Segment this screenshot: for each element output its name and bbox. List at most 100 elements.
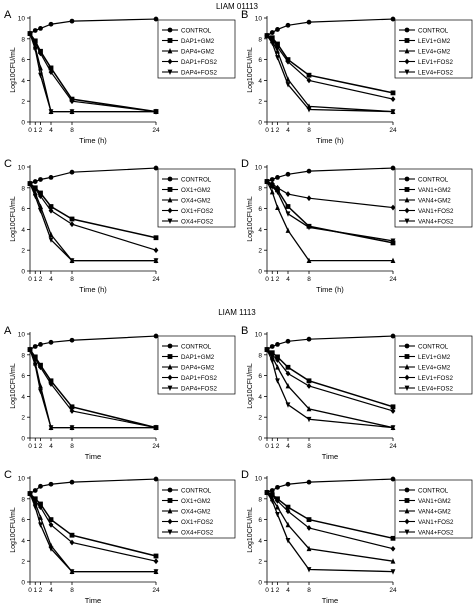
legend-label: OX1+FOS2 xyxy=(181,519,214,526)
data-point xyxy=(27,491,33,497)
data-point xyxy=(275,364,280,370)
series-line xyxy=(266,491,394,540)
x-tick-label: 2 xyxy=(39,587,43,594)
y-axis-label: Log10CFU/mL xyxy=(10,507,17,553)
chart-panel-bottom-d: D 0 2 4 6 8 10 0 1 2 4 8 24 Time Log10CFU/mL CONTROL VAN… xyxy=(237,466,474,616)
series-line xyxy=(29,33,157,113)
data-point xyxy=(32,193,38,200)
x-tick-label: 2 xyxy=(39,276,43,283)
y-tick-label: 6 xyxy=(21,373,25,380)
x-tick-label: 24 xyxy=(389,443,397,450)
y-axis-label: Log10CFU/mL xyxy=(247,196,254,242)
data-point xyxy=(264,347,270,353)
x-tick-label: 1 xyxy=(33,276,37,283)
series-line xyxy=(266,349,394,429)
data-point xyxy=(38,388,43,395)
data-point xyxy=(69,569,75,575)
data-point xyxy=(390,257,396,263)
legend-marker xyxy=(167,48,173,54)
x-tick-label: 4 xyxy=(49,443,53,450)
series-line xyxy=(266,181,393,262)
legend-label: VAN1+GM2 xyxy=(418,187,451,194)
series-line xyxy=(266,349,394,412)
data-point xyxy=(306,72,312,78)
y-tick-label: 0 xyxy=(21,269,25,276)
series-line xyxy=(29,349,156,429)
data-point xyxy=(390,404,396,410)
x-tick-label: 4 xyxy=(286,587,290,594)
series-line xyxy=(29,349,157,429)
data-point xyxy=(69,539,75,546)
data-point xyxy=(38,522,43,528)
data-point xyxy=(48,21,54,27)
y-tick-label: 2 xyxy=(21,415,25,422)
series-dap1-fos2 xyxy=(27,346,159,431)
y-tick-label: 0 xyxy=(258,436,262,443)
data-point xyxy=(153,16,159,22)
x-tick-label: 0 xyxy=(28,443,32,450)
data-point xyxy=(306,545,312,552)
data-point xyxy=(48,65,54,71)
x-tick-label: 4 xyxy=(49,127,53,134)
data-point xyxy=(153,425,159,431)
legend-marker xyxy=(167,176,173,182)
legend-marker xyxy=(404,27,410,33)
data-point xyxy=(275,175,280,180)
y-tick-label: 2 xyxy=(258,99,262,106)
legend-marker xyxy=(167,58,173,65)
x-tick-label: 24 xyxy=(152,443,160,450)
legend-label: CONTROL xyxy=(181,27,212,34)
data-point xyxy=(285,508,291,515)
legend-marker xyxy=(167,364,173,370)
x-tick-label: 0 xyxy=(28,587,32,594)
data-point xyxy=(38,342,43,347)
chart-panel-bottom-b: B 0 2 4 6 8 10 0 1 2 4 8 24 Time Log10CFU/mL CONTROL LEV… xyxy=(237,322,474,472)
data-point xyxy=(285,504,291,510)
x-tick-label: 0 xyxy=(265,127,269,134)
legend-marker xyxy=(167,498,173,503)
legend: CONTROL DAP1+GM2 DAP4+GM2 DAP1+FOS2 DAP4+FOS… xyxy=(157,19,236,79)
legend-marker xyxy=(404,518,410,525)
y-tick-label: 10 xyxy=(255,476,263,483)
legend-label: CONTROL xyxy=(418,176,449,183)
legend-label: VAN1+FOS2 xyxy=(418,208,454,215)
series-control xyxy=(27,333,159,352)
data-point xyxy=(390,90,396,96)
series-line xyxy=(266,335,394,351)
legend-marker xyxy=(167,218,173,224)
panel-label: C xyxy=(4,469,12,481)
x-axis-label: Time xyxy=(322,452,338,461)
series-van4-fos2 xyxy=(264,490,396,575)
data-point xyxy=(38,501,43,507)
legend-label: OX1+GM2 xyxy=(181,498,211,505)
series-dap4-fos2 xyxy=(27,347,159,431)
data-point xyxy=(153,569,159,575)
data-point xyxy=(153,235,159,241)
data-point xyxy=(306,224,312,231)
data-point xyxy=(48,481,54,487)
data-point xyxy=(27,181,33,187)
y-tick-label: 0 xyxy=(258,580,262,587)
series-line xyxy=(29,183,157,251)
series-line xyxy=(29,349,156,429)
legend: CONTROL LEV1+GM2 LEV4+GM2 LEV1+FOS2 LEV4+FOS… xyxy=(394,335,473,395)
y-tick-label: 4 xyxy=(258,538,262,545)
panel-label: D xyxy=(241,158,249,170)
legend-label: DAP1+GM2 xyxy=(181,38,215,45)
data-point xyxy=(264,33,270,39)
legend-marker xyxy=(404,197,410,203)
series-van4-fos2 xyxy=(264,179,396,244)
y-tick-label: 8 xyxy=(21,352,25,359)
series-lev4-fos2 xyxy=(264,347,396,431)
legend-label: LEV4+FOS2 xyxy=(418,69,453,76)
data-point xyxy=(390,408,396,414)
data-point xyxy=(32,362,38,369)
data-point xyxy=(285,211,291,217)
chart-panel-bottom-c: C 0 2 4 6 8 10 0 1 2 4 8 24 Time Log10CFU/mL CONTROL OX1… xyxy=(0,466,237,616)
data-point xyxy=(269,177,275,182)
data-point xyxy=(48,521,54,528)
legend-marker xyxy=(167,385,173,391)
data-point xyxy=(153,476,159,482)
data-point xyxy=(306,195,312,202)
